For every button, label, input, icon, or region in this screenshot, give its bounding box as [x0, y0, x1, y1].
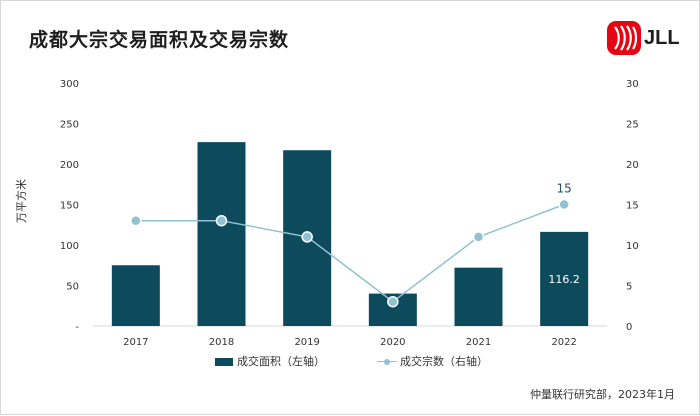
line-point-2020 — [387, 295, 399, 308]
line-data-label: 15 — [557, 182, 572, 196]
bar-2018 — [197, 142, 246, 326]
bar-2022 — [540, 231, 589, 326]
legend-line-swatch — [377, 358, 397, 366]
right-tick-label: 25 — [626, 120, 639, 131]
left-tick-label: 200 — [60, 160, 79, 171]
line-point-2019 — [301, 231, 313, 243]
right-tick-label: 20 — [626, 160, 639, 171]
left-tick-label: - — [75, 322, 79, 333]
x-tick-label: 2021 — [466, 337, 491, 348]
chart-title: 成都大宗交易面积及交易宗数 — [29, 29, 290, 51]
jll-logo-icon — [607, 21, 641, 55]
x-tick-label: 2022 — [551, 337, 576, 348]
legend-item-count: 成交宗数（右轴） — [377, 353, 488, 369]
logo-text: JLL — [644, 27, 680, 49]
x-tick-label: 2019 — [294, 337, 319, 348]
x-tick-label: 2020 — [380, 337, 405, 348]
line-series — [135, 203, 565, 303]
line-point-2018 — [215, 214, 228, 227]
bar-data-label: 116.2 — [548, 273, 580, 286]
right-tick-label: 5 — [626, 282, 632, 293]
line-point-2021 — [472, 231, 485, 243]
legend-bar-swatch — [215, 358, 233, 366]
right-tick-label: 10 — [626, 241, 639, 252]
line-point-2022 — [558, 198, 570, 211]
legend-label-area: 成交面积（左轴） — [237, 355, 325, 368]
left-tick-label: 100 — [60, 241, 79, 252]
legend-label-count: 成交宗数（右轴） — [400, 355, 488, 368]
left-tick-label: 250 — [60, 120, 79, 131]
x-tick-label: 2017 — [123, 337, 148, 348]
legend: 成交面积（左轴） 成交宗数（右轴） — [1, 353, 700, 369]
bar-2017 — [111, 265, 160, 326]
legend-item-area: 成交面积（左轴） — [215, 353, 325, 369]
left-tick-label: 150 — [60, 201, 79, 212]
left-tick-label: 50 — [66, 282, 79, 293]
bar-2021 — [454, 267, 503, 326]
line-point-2017 — [130, 214, 142, 227]
x-tick-label: 2018 — [209, 337, 234, 348]
right-tick-label: 30 — [626, 79, 639, 90]
left-tick-label: 300 — [60, 79, 79, 90]
right-tick-label: 15 — [626, 201, 639, 212]
right-tick-label: 0 — [626, 322, 632, 333]
source-note: 仲量联行研究部，2023年1月 — [530, 388, 675, 401]
